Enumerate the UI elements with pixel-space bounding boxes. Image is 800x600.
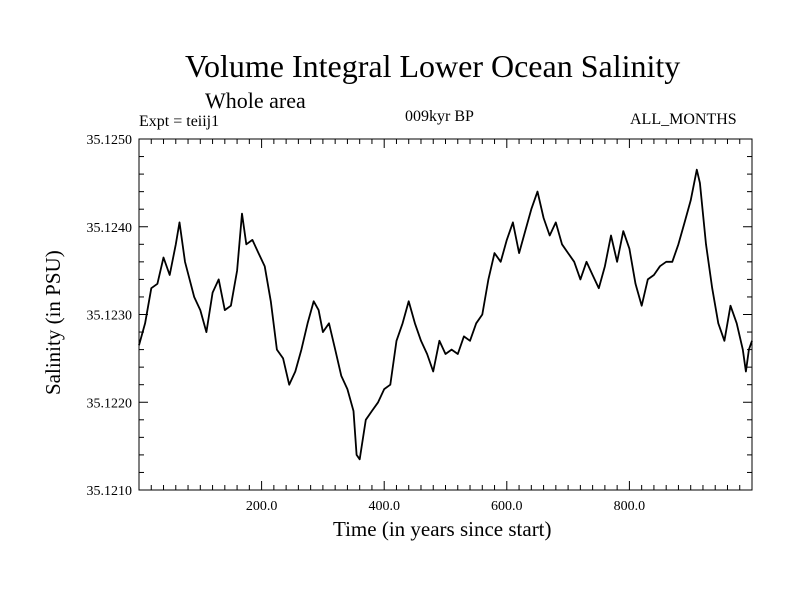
chart-subtitle: Whole area [205,88,306,113]
salinity-series-line [138,168,753,461]
experiment-label: Expt = teiij1 [139,113,220,130]
x-tick-label: 400.0 [368,499,400,514]
x-axis-label: Time (in years since start) [333,517,552,541]
y-tick-label: 35.1250 [87,133,133,148]
y-tick-label: 35.1210 [87,484,133,499]
y-tick-label: 35.1240 [87,221,133,236]
x-tick-label: 800.0 [614,499,646,514]
period-label: 009kyr BP [405,108,474,125]
x-axis-ticks: 200.0 400.0 600.0 800.0 [150,139,741,514]
x-tick-label: 600.0 [491,499,523,514]
y-axis-ticks: 35.1210 35.1220 35.1230 35.1240 35.1250 [87,133,752,499]
y-tick-label: 35.1230 [87,309,133,324]
y-tick-label: 35.1220 [87,396,133,411]
months-label: ALL_MONTHS [630,111,737,128]
x-tick-label: 200.0 [246,499,278,514]
plot-frame [138,138,753,491]
chart-title: Volume Integral Lower Ocean Salinity [185,48,681,84]
